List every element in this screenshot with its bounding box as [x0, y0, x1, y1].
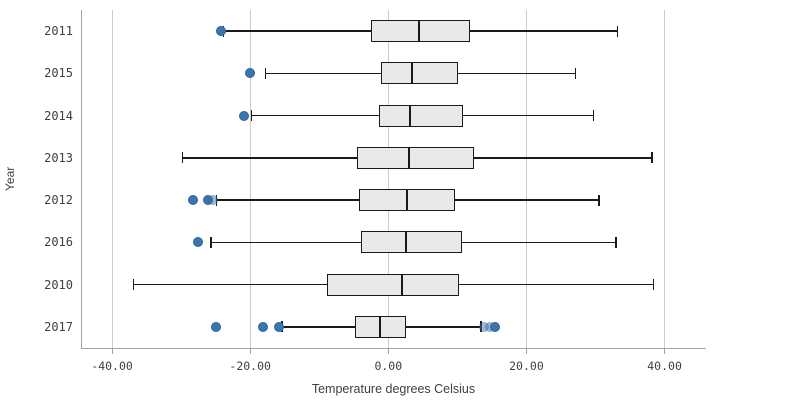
outlier-dot[interactable] — [211, 321, 222, 332]
whisker-cap-low — [264, 67, 267, 79]
y-axis-label-2016: 2016 — [44, 235, 73, 250]
median-line — [379, 316, 382, 337]
x-tick-label: -20.00 — [229, 359, 271, 373]
y-axis-line — [81, 10, 82, 348]
box-iqr[interactable] — [378, 104, 463, 127]
median-line — [408, 147, 411, 168]
x-tick-mark — [111, 348, 113, 354]
x-tick-mark — [525, 348, 527, 354]
y-axis-label-2011: 2011 — [44, 24, 73, 39]
grid-line — [249, 10, 251, 348]
y-axis-label-2017: 2017 — [44, 319, 73, 334]
grid-line — [664, 10, 666, 348]
x-tick-label: -40.00 — [91, 359, 133, 373]
box-iqr[interactable] — [361, 231, 463, 254]
box-iqr[interactable] — [357, 146, 474, 169]
median-line — [404, 232, 407, 253]
x-tick-label: 40.00 — [647, 359, 682, 373]
y-axis-label-2010: 2010 — [44, 277, 73, 292]
outlier-dot[interactable] — [187, 195, 198, 206]
whisker-cap-low — [181, 152, 184, 164]
x-axis-line — [81, 348, 706, 349]
grid-line — [525, 10, 527, 348]
x-tick-mark — [249, 348, 251, 354]
outlier-dot[interactable] — [192, 237, 203, 248]
grid-line — [111, 10, 113, 348]
outlier-dot[interactable] — [258, 321, 269, 332]
x-tick-label: 0.00 — [374, 359, 403, 373]
median-line — [417, 21, 420, 42]
y-axis-label-2014: 2014 — [44, 108, 73, 123]
whisker-cap-high — [652, 279, 655, 291]
whisker-cap-high — [574, 67, 577, 79]
whisker-cap-high — [616, 25, 619, 37]
outlier-dot[interactable] — [207, 195, 218, 206]
whisker-cap-high — [592, 110, 595, 122]
median-line — [401, 274, 404, 295]
outlier-dot[interactable] — [490, 321, 501, 332]
x-tick-label: 20.00 — [509, 359, 544, 373]
whisker-cap-low — [132, 279, 135, 291]
x-axis-title: Temperature degrees Celsius — [311, 382, 476, 396]
x-tick-mark — [664, 348, 666, 354]
outlier-dot[interactable] — [238, 110, 249, 121]
y-axis-label-2015: 2015 — [44, 66, 73, 81]
box-iqr[interactable] — [380, 62, 459, 85]
x-tick-mark — [387, 348, 389, 354]
y-axis-title: Year — [3, 166, 17, 192]
median-line — [408, 105, 411, 126]
y-axis-label-2012: 2012 — [44, 193, 73, 208]
median-line — [405, 190, 408, 211]
box-iqr[interactable] — [371, 20, 470, 43]
whisker-cap-low — [250, 110, 253, 122]
whisker-cap-high — [598, 194, 600, 206]
grid-line — [387, 10, 389, 348]
whisker-cap-high — [651, 152, 653, 164]
outlier-dot[interactable] — [273, 321, 284, 332]
box-iqr[interactable] — [326, 273, 459, 296]
median-line — [410, 63, 413, 84]
outlier-dot[interactable] — [215, 26, 226, 37]
whisker-cap-low — [210, 236, 212, 248]
outlier-dot[interactable] — [245, 68, 256, 79]
whisker-cap-high — [615, 236, 617, 248]
y-axis-label-2013: 2013 — [44, 150, 73, 165]
